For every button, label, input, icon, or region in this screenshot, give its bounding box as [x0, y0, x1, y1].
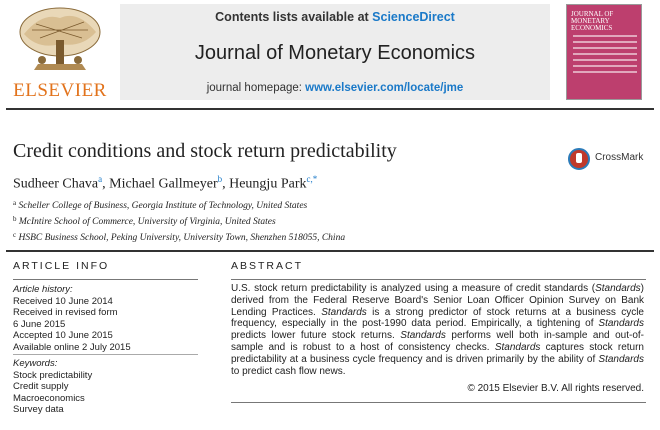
- elsevier-tree-icon: [12, 4, 108, 76]
- homepage-link[interactable]: www.elsevier.com/locate/jme: [305, 82, 464, 94]
- history-item: Available online 2 July 2015: [13, 341, 131, 353]
- cover-title: Journal of MONETARY ECONOMICS: [571, 10, 614, 32]
- author-affil-mark[interactable]: a: [98, 174, 103, 184]
- author-name[interactable]: Sudheer Chava: [13, 176, 99, 192]
- author-affil-mark[interactable]: c,*: [306, 174, 318, 184]
- history-item: 6 June 2015: [13, 318, 66, 330]
- journal-title: Journal of Monetary Economics: [194, 42, 476, 64]
- crossmark-button[interactable]: CrossMark: [568, 148, 648, 172]
- abstract-span: performs well both in-sample and out-of-…: [231, 330, 645, 353]
- title-divider: [6, 250, 654, 252]
- elsevier-wordmark: ELSEVIER: [13, 80, 107, 101]
- sciencedirect-link[interactable]: ScienceDirect: [372, 10, 455, 24]
- abstract-emphasis: Standards: [321, 306, 367, 318]
- homepage-line: journal homepage: www.elsevier.com/locat…: [120, 82, 550, 94]
- author-affil-mark[interactable]: b: [217, 174, 223, 184]
- crossmark-icon: [568, 148, 590, 170]
- article-title: Credit conditions and stock return predi…: [13, 140, 397, 162]
- history-item: Received 10 June 2014: [13, 295, 113, 307]
- article-history: Article history: Received 10 June 2014 R…: [13, 284, 198, 353]
- affiliation-mark: c: [13, 231, 17, 239]
- affiliation: a Scheller College of Business, Georgia …: [13, 197, 345, 213]
- history-item: Accepted 10 June 2015: [13, 330, 113, 341]
- elsevier-logo: ELSEVIER: [6, 4, 114, 101]
- abstract-rule: [231, 279, 646, 280]
- abstract-span: captures stock return predictability at …: [231, 341, 644, 365]
- affiliation-text: McIntire School of Commerce, University …: [18, 217, 276, 227]
- journal-masthead: Contents lists available at ScienceDirec…: [120, 4, 550, 100]
- abstract-emphasis: Standards: [595, 283, 641, 294]
- abstract-span: is a strong predictor of stock returns a…: [231, 306, 644, 330]
- abstract-span: U.S. stock return predictability is anal…: [231, 283, 596, 294]
- abstract-emphasis: Standards: [494, 341, 541, 353]
- affiliation: c HSBC Business School, Peking Universit…: [13, 229, 345, 245]
- keywords: Keywords: Stock predictability Credit su…: [13, 358, 198, 416]
- abstract-emphasis: Standards: [598, 318, 644, 330]
- abstract-bottom-rule: [231, 402, 646, 403]
- author-name[interactable]: Michael Gallmeyer: [109, 176, 218, 192]
- affiliation-mark: a: [13, 199, 17, 207]
- contents-prefix: Contents lists available at: [215, 10, 373, 24]
- keywords-rule: [13, 354, 198, 355]
- keyword-item: Credit supply: [13, 381, 69, 392]
- affiliations: a Scheller College of Business, Georgia …: [13, 197, 345, 245]
- abstract-span: predicts lower future stock returns.: [231, 330, 401, 342]
- keyword-item: Survey data: [13, 404, 64, 415]
- crossmark-label: CrossMark: [595, 152, 644, 163]
- article-info-heading: ARTICLE INFO: [13, 260, 110, 272]
- affiliation-mark: b: [13, 215, 17, 223]
- abstract-emphasis: Standards: [598, 353, 644, 365]
- journal-cover-thumbnail: Journal of MONETARY ECONOMICS: [566, 4, 642, 100]
- keyword-item: Stock predictability: [13, 369, 93, 381]
- keyword-item: Macroeconomics: [13, 392, 85, 404]
- abstract-heading: ABSTRACT: [231, 260, 304, 272]
- history-label: Article history:: [13, 284, 73, 295]
- abstract-text: U.S. stock return predictability is anal…: [231, 283, 644, 377]
- author-name[interactable]: Heungju Park: [229, 176, 307, 192]
- affiliation: b McIntire School of Commerce, Universit…: [13, 213, 345, 229]
- keywords-label: Keywords:: [13, 358, 58, 369]
- author-list: Sudheer Chavaa, Michael Gallmeyerb, Heun…: [13, 174, 318, 192]
- affiliation-text: Scheller College of Business, Georgia In…: [18, 201, 308, 211]
- homepage-prefix: journal homepage:: [206, 82, 306, 94]
- contents-line: Contents lists available at ScienceDirec…: [120, 10, 550, 24]
- abstract-span: to predict cash flow news.: [231, 365, 346, 377]
- abstract-span: ) derived from the Federal Reserve Board…: [231, 283, 644, 318]
- affiliation-text: HSBC Business School, Peking University,…: [18, 233, 346, 243]
- history-item: Received in revised form: [13, 307, 118, 318]
- copyright-notice: © 2015 Elsevier B.V. All rights reserved…: [467, 383, 644, 394]
- header-divider: [6, 108, 654, 110]
- article-info-rule: [13, 279, 198, 280]
- abstract-emphasis: Standards: [400, 330, 446, 342]
- cover-decoration: [573, 35, 637, 89]
- journal-header: ELSEVIER Contents lists available at Sci…: [0, 0, 660, 103]
